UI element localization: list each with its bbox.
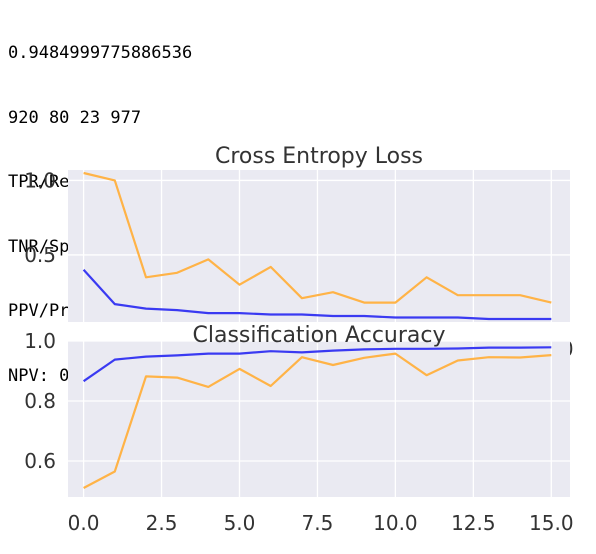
plot-background xyxy=(68,170,570,322)
y-tick-label: 0.6 xyxy=(24,449,56,473)
x-tick-label: 0.0 xyxy=(68,511,100,535)
chart-title: Cross Entropy Loss xyxy=(215,144,423,169)
y-tick-label: 1.0 xyxy=(24,329,56,353)
x-tick-label: 5.0 xyxy=(224,511,256,535)
x-tick-label: 15.0 xyxy=(529,511,574,535)
chart-title: Classification Accuracy xyxy=(193,323,446,348)
x-tick-label: 12.5 xyxy=(451,511,496,535)
x-tick-label: 10.0 xyxy=(373,511,418,535)
x-tick-label: 7.5 xyxy=(302,511,334,535)
y-tick-label: 0.5 xyxy=(24,243,56,267)
y-tick-label: 0.8 xyxy=(24,389,56,413)
chart-accuracy: 0.6 0.8 1.0 0.0 2.5 5.0 7.5 10.0 12.5 15.0 Classif… xyxy=(24,323,573,535)
x-tick-label: 2.5 xyxy=(146,511,178,535)
plot-background xyxy=(68,341,570,497)
y-tick-label: 1.0 xyxy=(24,168,56,192)
